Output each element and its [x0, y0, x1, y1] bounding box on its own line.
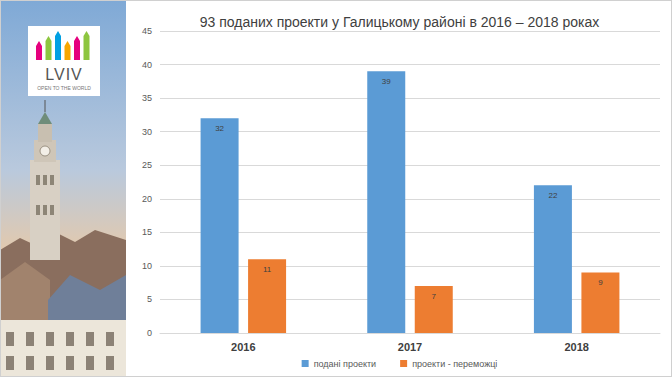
- svg-text:11: 11: [263, 265, 272, 274]
- svg-text:22: 22: [548, 191, 557, 200]
- svg-text:35: 35: [142, 93, 152, 103]
- svg-text:5: 5: [147, 294, 152, 304]
- svg-text:20: 20: [142, 194, 152, 204]
- svg-text:32: 32: [215, 124, 224, 133]
- svg-text:7: 7: [432, 292, 437, 301]
- svg-text:10: 10: [142, 261, 152, 271]
- svg-text:39: 39: [382, 77, 391, 86]
- svg-text:OPEN TO THE WORLD: OPEN TO THE WORLD: [37, 85, 91, 91]
- svg-text:25: 25: [142, 160, 152, 170]
- svg-text:93 поданих проекти у Галицьком: 93 поданих проекти у Галицькому районі в…: [200, 14, 600, 30]
- svg-text:40: 40: [142, 60, 152, 70]
- svg-text:9: 9: [598, 278, 603, 287]
- svg-text:проекти - переможці: проекти - переможці: [412, 359, 497, 369]
- svg-text:LVIV: LVIV: [45, 66, 83, 83]
- svg-text:30: 30: [142, 127, 152, 137]
- svg-text:2016: 2016: [231, 341, 255, 353]
- svg-text:2018: 2018: [564, 341, 588, 353]
- svg-text:0: 0: [147, 328, 152, 338]
- svg-text:подані проекти: подані проекти: [314, 359, 377, 369]
- svg-text:45: 45: [142, 26, 152, 36]
- svg-text:2017: 2017: [398, 341, 422, 353]
- svg-text:15: 15: [142, 227, 152, 237]
